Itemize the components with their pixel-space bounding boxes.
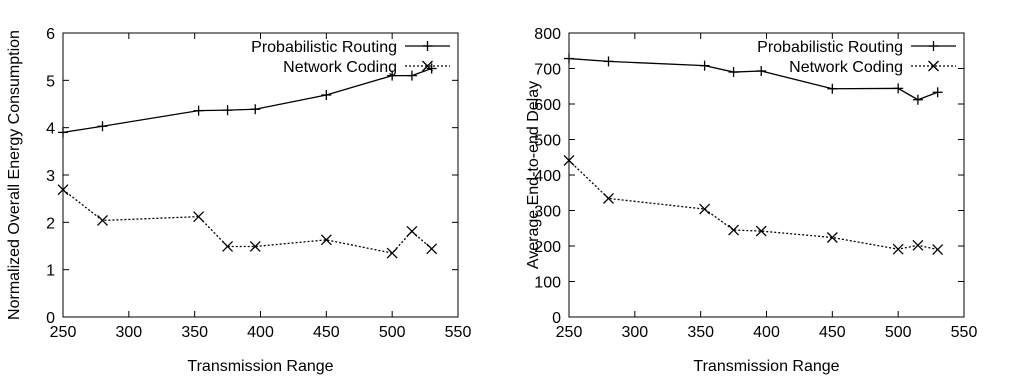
data-point xyxy=(728,224,740,236)
chart-panel-1: 250 300 350 400 450 500 550 0 1 2 3 4 5 6 Transmission… xyxy=(6,26,471,375)
legend-label: Network Coding xyxy=(789,59,903,76)
data-point xyxy=(699,203,711,215)
y-tick-label: 0 xyxy=(46,310,55,327)
x-tick-label: 450 xyxy=(313,324,340,341)
x-axis-label: Transmission Range xyxy=(187,358,333,375)
x-tick-label: 300 xyxy=(621,324,648,341)
x-axis-label: Transmission Range xyxy=(693,358,839,375)
y-tick-label: 800 xyxy=(534,26,561,43)
series-network-coding xyxy=(563,154,944,256)
series-line xyxy=(568,159,938,251)
y-tick-label: 6 xyxy=(46,26,55,43)
data-point xyxy=(406,70,417,81)
data-point xyxy=(97,121,108,132)
data-point xyxy=(756,65,767,76)
chart-panel-2: 250 300 350 400 450 500 550 0 100 200 300 400 500 600… xyxy=(525,26,977,375)
data-point xyxy=(193,211,205,223)
y-tick-label: 100 xyxy=(534,275,561,292)
data-point xyxy=(932,244,944,256)
y-tick-label: 400 xyxy=(534,168,561,185)
data-point xyxy=(563,154,575,166)
data-point xyxy=(97,214,108,226)
series-line xyxy=(62,189,433,254)
y-tick-label: 2 xyxy=(46,215,55,232)
x-tick-label: 250 xyxy=(50,324,77,341)
x-tick-label: 550 xyxy=(445,324,472,341)
series-line xyxy=(62,67,432,134)
x-tick-label: 350 xyxy=(687,324,714,341)
series-probabilistic-routing xyxy=(564,53,943,105)
x-tick-label: 450 xyxy=(819,324,846,341)
data-point xyxy=(826,232,838,243)
y-tick-label: 600 xyxy=(534,97,561,114)
data-point xyxy=(386,247,398,259)
data-point xyxy=(892,243,904,255)
data-point xyxy=(387,70,398,81)
data-point xyxy=(932,87,943,98)
data-point xyxy=(193,105,204,116)
data-point xyxy=(893,83,904,94)
y-axis-label: Average End-to-end Delay xyxy=(525,81,542,269)
data-point xyxy=(58,127,68,138)
data-point xyxy=(912,94,923,105)
x-tick-label: 300 xyxy=(115,324,142,341)
x-tick-label: 400 xyxy=(247,324,274,341)
data-point xyxy=(406,225,418,237)
y-tick-label: 500 xyxy=(534,133,561,150)
x-tick-label: 250 xyxy=(556,324,583,341)
legend-marker xyxy=(422,60,433,72)
y-tick-label: 4 xyxy=(46,121,55,138)
y-axis-label: Normalized Overall Energy Consumption xyxy=(6,30,23,320)
x-tick-label: 550 xyxy=(951,324,978,341)
plot-frame xyxy=(568,32,965,318)
y-tick-label: 700 xyxy=(534,62,561,79)
legend: Probabilistic Routing Network Coding xyxy=(757,39,956,76)
x-tick-label: 350 xyxy=(181,324,208,341)
legend-marker xyxy=(928,41,939,51)
data-point xyxy=(321,90,332,101)
series-network-coding xyxy=(57,184,438,259)
y-tick-label: 0 xyxy=(552,310,561,327)
data-point xyxy=(603,56,614,67)
y-tick-label: 200 xyxy=(534,239,561,256)
y-tick-label: 300 xyxy=(534,204,561,221)
series-probabilistic-routing xyxy=(58,63,437,138)
data-point xyxy=(755,225,767,237)
y-tick-label: 3 xyxy=(46,168,55,185)
data-point xyxy=(250,104,261,115)
x-tick-label: 500 xyxy=(885,324,912,341)
y-tick-label: 5 xyxy=(46,73,55,90)
data-point xyxy=(320,234,332,246)
data-point xyxy=(827,83,838,94)
data-point xyxy=(603,192,614,204)
x-tick-label: 400 xyxy=(753,324,780,341)
legend-label: Probabilistic Routing xyxy=(251,39,397,56)
data-point xyxy=(564,53,574,64)
data-point xyxy=(426,243,438,255)
data-point xyxy=(426,63,437,74)
data-point xyxy=(57,184,69,196)
x-tick-label: 500 xyxy=(379,324,406,341)
legend-marker xyxy=(928,60,939,72)
data-point xyxy=(699,60,710,71)
data-point xyxy=(249,241,261,252)
data-point xyxy=(222,241,234,252)
y-tick-label: 1 xyxy=(46,263,55,280)
legend: Probabilistic Routing Network Coding xyxy=(251,39,450,76)
legend-label: Network Coding xyxy=(283,59,397,76)
data-point xyxy=(222,105,233,116)
data-point xyxy=(912,239,924,251)
legend-label: Probabilistic Routing xyxy=(757,39,903,56)
legend-marker xyxy=(422,41,433,51)
data-point xyxy=(728,67,739,78)
